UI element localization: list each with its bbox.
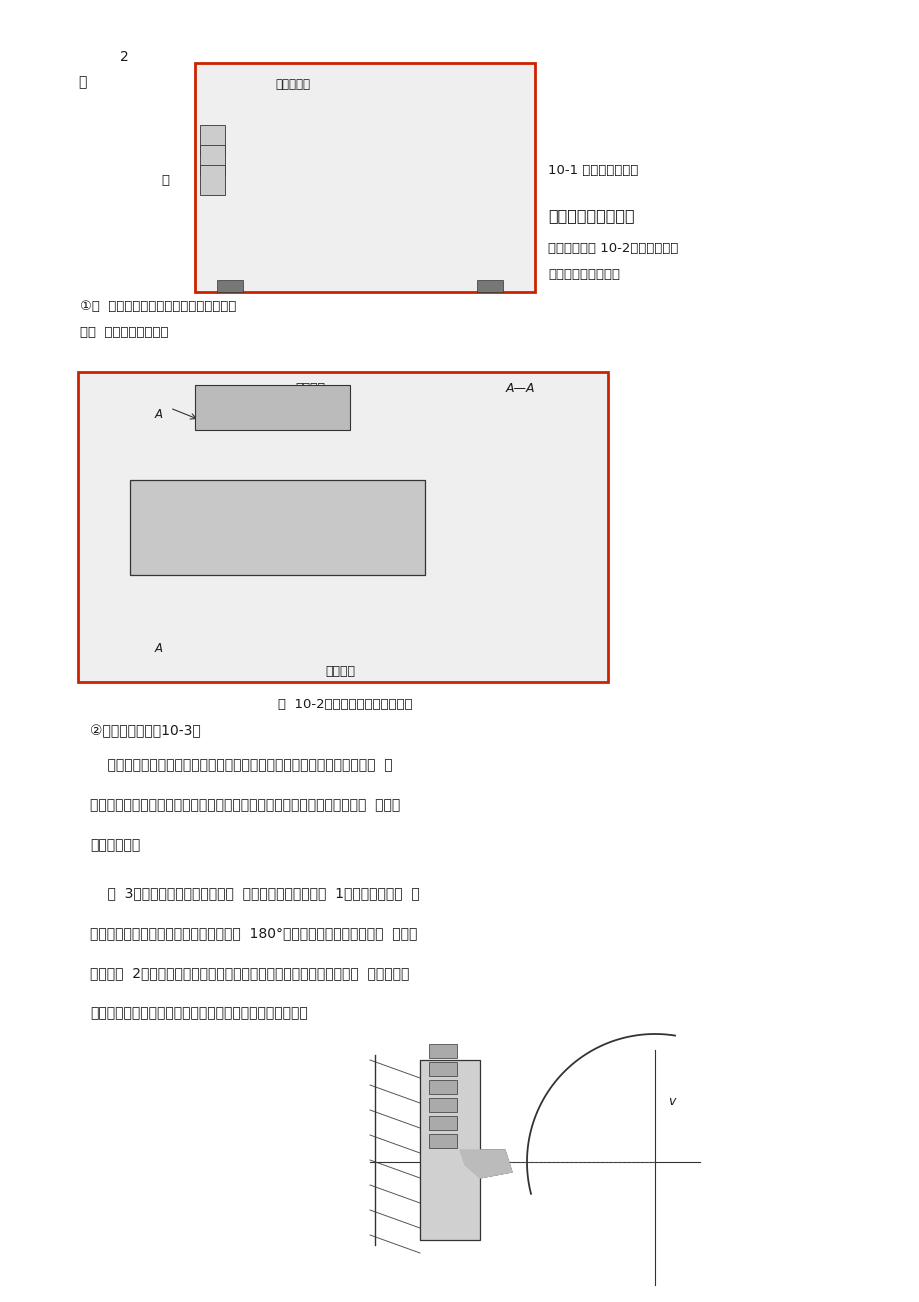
Bar xyxy=(476,280,503,292)
Text: 力吸振器（图 10-2）并有附加阻: 力吸振器（图 10-2）并有附加阻 xyxy=(548,242,677,255)
Bar xyxy=(428,1134,457,1148)
Bar xyxy=(78,372,607,682)
Text: ）: ） xyxy=(78,76,86,89)
Text: 时，自由质量以一定速度向下运动，产生冲击而消耗能量。: 时，自由质量以一定速度向下运动，产生冲击而消耗能量。 xyxy=(90,1006,308,1019)
Text: 成。当系统振动时，由于自由质量的往复运动而冲击壳体，消耗了振动的能  量，故: 成。当系统振动时，由于自由质量的往复运动而冲击壳体，消耗了振动的能 量，故 xyxy=(90,798,400,812)
Text: 附加质量: 附加质量 xyxy=(295,381,324,395)
Bar xyxy=(199,165,225,195)
Text: A: A xyxy=(154,409,163,422)
Text: 10-1 阻尼器减振装置: 10-1 阻尼器减振装置 xyxy=(548,164,638,177)
Text: 图  10-2用于镑刀杆的动力吸振器: 图 10-2用于镑刀杆的动力吸振器 xyxy=(278,698,412,711)
Text: 微孔橡胶: 微孔橡胶 xyxy=(324,665,355,678)
Text: 图  3所示为螺栓式冲击吸振器。  当刀具振动时自由质量  1也振动，但由于  自: 图 3所示为螺栓式冲击吸振器。 当刀具振动时自由质量 1也振动，但由于 自 xyxy=(90,885,419,900)
Text: 它是由一个与振动系统刚性连接的壳体和一个在壳体内自由冲击的质量块  组: 它是由一个与振动系统刚性连接的壳体和一个在壳体内自由冲击的质量块 组 xyxy=(90,758,392,772)
Text: 克服弹簧  2的弹力向上移动。这时自由质量与刀杆之间形成间隙。当刀  具向上运动: 克服弹簧 2的弹力向上移动。这时自由质量与刀杆之间形成间隙。当刀 具向上运动 xyxy=(90,966,409,980)
Text: ①动  这种吸振器用微孔橡皮质帪做弹性性: ①动 这种吸振器用微孔橡皮质帪做弹性性 xyxy=(80,299,236,312)
Bar xyxy=(428,1098,457,1112)
Text: A—A: A—A xyxy=(505,381,534,395)
Text: 可减小振动。: 可减小振动。 xyxy=(90,838,140,852)
Bar xyxy=(217,280,243,292)
Polygon shape xyxy=(460,1150,512,1178)
Bar xyxy=(195,385,349,430)
Bar xyxy=(420,1060,480,1240)
Text: 2: 2 xyxy=(119,49,129,64)
Bar xyxy=(428,1044,457,1059)
Bar xyxy=(428,1062,457,1075)
Text: 多层弹簧片: 多层弹簧片 xyxy=(275,78,310,91)
Text: A: A xyxy=(154,642,163,655)
Bar xyxy=(428,1116,457,1130)
Bar xyxy=(130,480,425,575)
Bar xyxy=(428,1079,457,1094)
Text: ②冲击吸振器（图10-3）: ②冲击吸振器（图10-3） xyxy=(90,724,200,738)
Bar xyxy=(195,62,535,292)
Text: 尼作用，因而能得到: 尼作用，因而能得到 xyxy=(548,268,619,281)
Bar xyxy=(199,125,225,155)
Text: 吸振器的原理及应用: 吸振器的原理及应用 xyxy=(548,208,634,223)
Bar xyxy=(199,145,225,174)
Text: 图: 图 xyxy=(161,173,169,186)
Text: 元件  较好的消振作用。: 元件 较好的消振作用。 xyxy=(80,326,168,339)
Text: v: v xyxy=(667,1095,675,1108)
Text: 由质量与刀具是弹性连接，振动相位相差  180°。当刀具向下挮曲时，自由  质量却: 由质量与刀具是弹性连接，振动相位相差 180°。当刀具向下挮曲时，自由 质量却 xyxy=(90,926,417,940)
